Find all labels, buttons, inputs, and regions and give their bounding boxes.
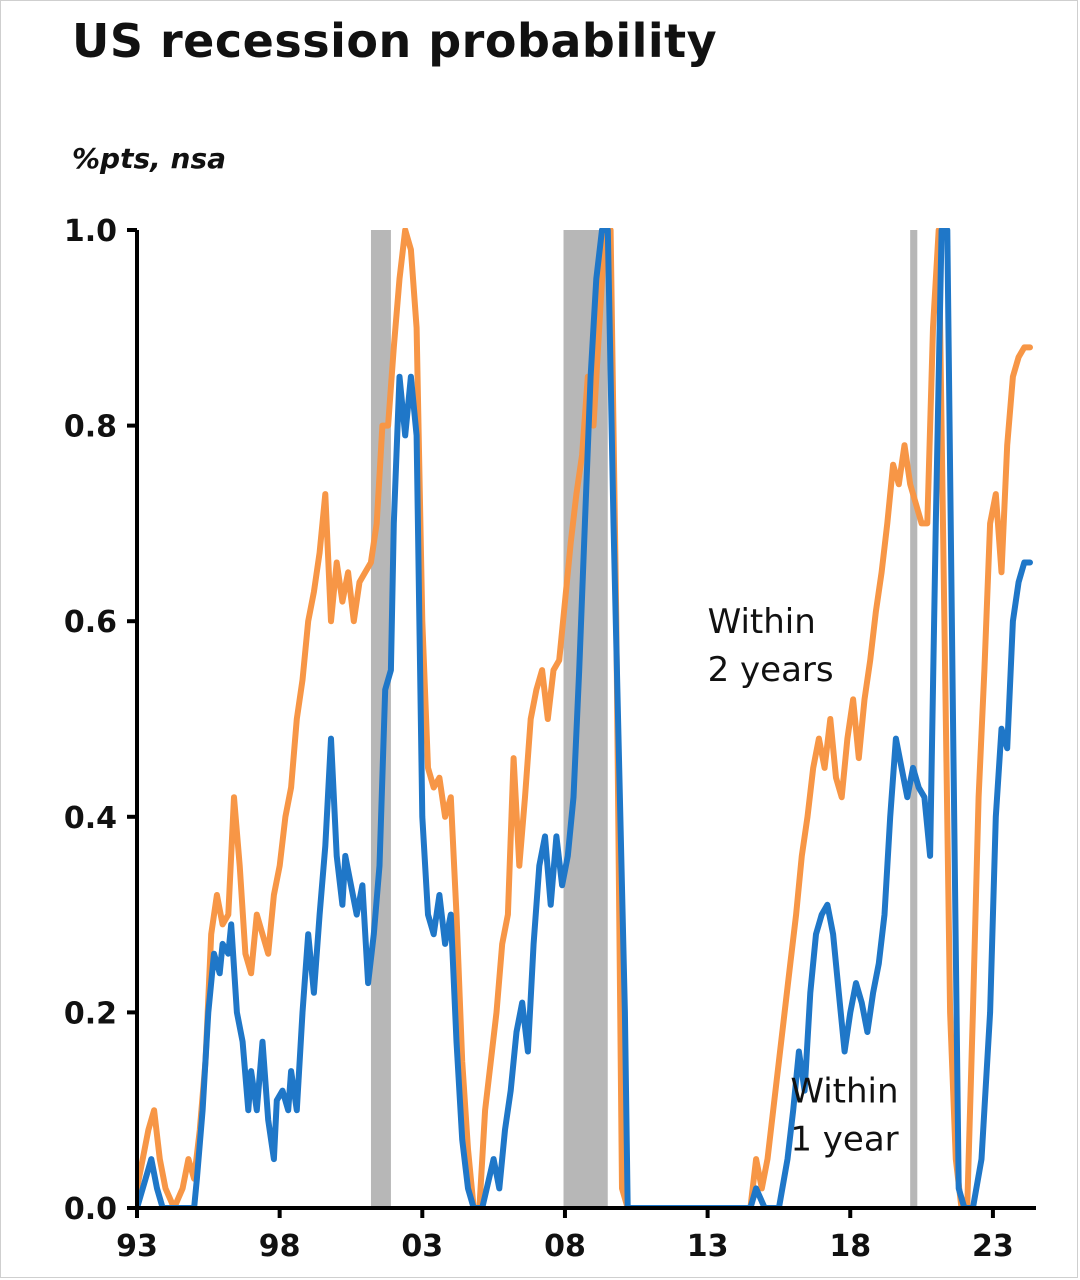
- series-line-within-2-years: [137, 228, 1033, 1208]
- x-tick-label: 23: [972, 1229, 1014, 1264]
- x-tick-label: 03: [401, 1229, 443, 1264]
- recession-band-1: [370, 230, 391, 1208]
- series-annotation: Within 1 year: [790, 1072, 898, 1160]
- annotation-line: Within: [708, 602, 816, 642]
- y-tick-label: 0.4: [64, 801, 117, 836]
- series-annotation: Within 2 years: [708, 602, 834, 690]
- series-line-within-1-year: [137, 228, 1033, 1208]
- annotation-line: 2 years: [708, 650, 834, 690]
- x-tick-label: 98: [259, 1229, 301, 1264]
- y-tick-label: 0.2: [64, 996, 117, 1031]
- y-tick-label: 0.0: [64, 1192, 117, 1227]
- x-tick-label: 08: [544, 1229, 586, 1264]
- chart-title: US recession probability: [72, 14, 718, 68]
- x-tick-label: 13: [687, 1229, 729, 1264]
- series-lines: [137, 228, 1033, 1208]
- recession-shading: [370, 230, 918, 1208]
- y-tick-label: 0.6: [64, 605, 117, 640]
- axes: 0.0 0.2 0.4 0.6 0.8 1.0 93 98 03 08 13 18 23: [64, 214, 1036, 1264]
- annotations: Within 2 years Within 1 year: [708, 602, 899, 1159]
- x-tick-label: 18: [829, 1229, 871, 1264]
- y-tick-label: 0.8: [64, 410, 117, 445]
- annotation-line: Within: [790, 1072, 898, 1112]
- recession-band-3: [910, 230, 918, 1208]
- chart-subtitle: %pts, nsa: [72, 142, 227, 175]
- x-tick-label: 93: [116, 1229, 158, 1264]
- y-tick-label: 1.0: [64, 214, 117, 249]
- annotation-line: 1 year: [790, 1120, 898, 1160]
